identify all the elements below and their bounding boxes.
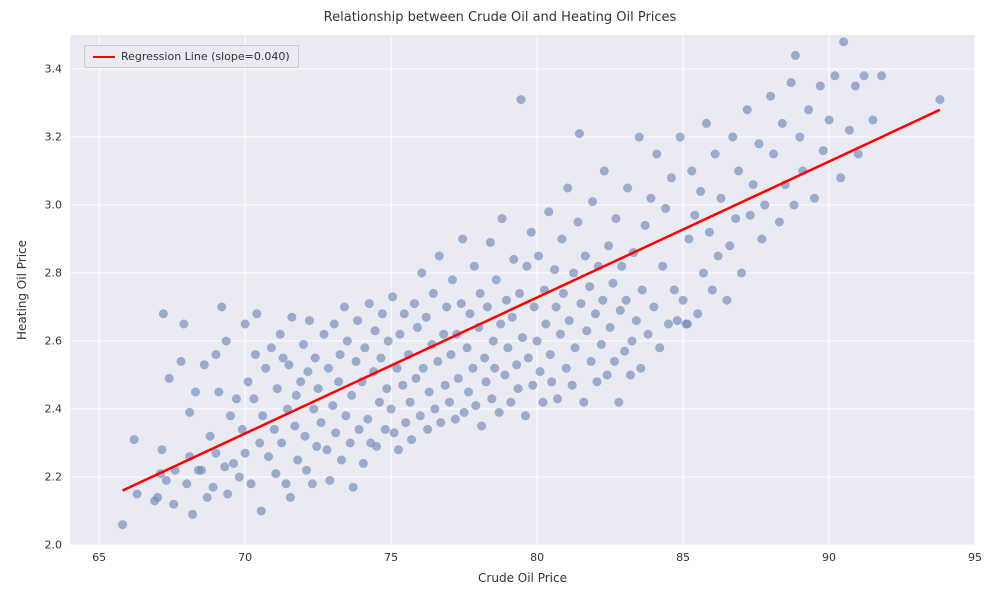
legend-line-swatch: [93, 56, 115, 58]
y-tick-label: 2.0: [45, 539, 63, 552]
figure: Relationship between Crude Oil and Heati…: [0, 0, 1000, 600]
chart-title: Relationship between Crude Oil and Heati…: [0, 10, 1000, 25]
y-tick-label: 3.0: [45, 199, 63, 212]
y-tick-label: 2.8: [45, 267, 63, 280]
plot-area: Regression Line (slope=0.040): [70, 35, 975, 545]
x-axis-label: Crude Oil Price: [478, 571, 567, 585]
x-tick-label: 75: [384, 551, 398, 564]
x-tick-label: 95: [968, 551, 982, 564]
legend-label: Regression Line (slope=0.040): [121, 50, 290, 63]
legend: Regression Line (slope=0.040): [84, 45, 299, 68]
x-tick-label: 90: [822, 551, 836, 564]
y-tick-label: 3.2: [45, 131, 63, 144]
y-tick-label: 2.6: [45, 335, 63, 348]
y-axis-label: Heating Oil Price: [15, 240, 29, 340]
x-tick-label: 65: [92, 551, 106, 564]
y-tick-label: 2.4: [45, 403, 63, 416]
x-tick-label: 85: [676, 551, 690, 564]
x-tick-label: 70: [238, 551, 252, 564]
plot-svg: [70, 35, 975, 545]
y-tick-label: 3.4: [45, 63, 63, 76]
y-tick-label: 2.2: [45, 471, 63, 484]
x-tick-label: 80: [530, 551, 544, 564]
